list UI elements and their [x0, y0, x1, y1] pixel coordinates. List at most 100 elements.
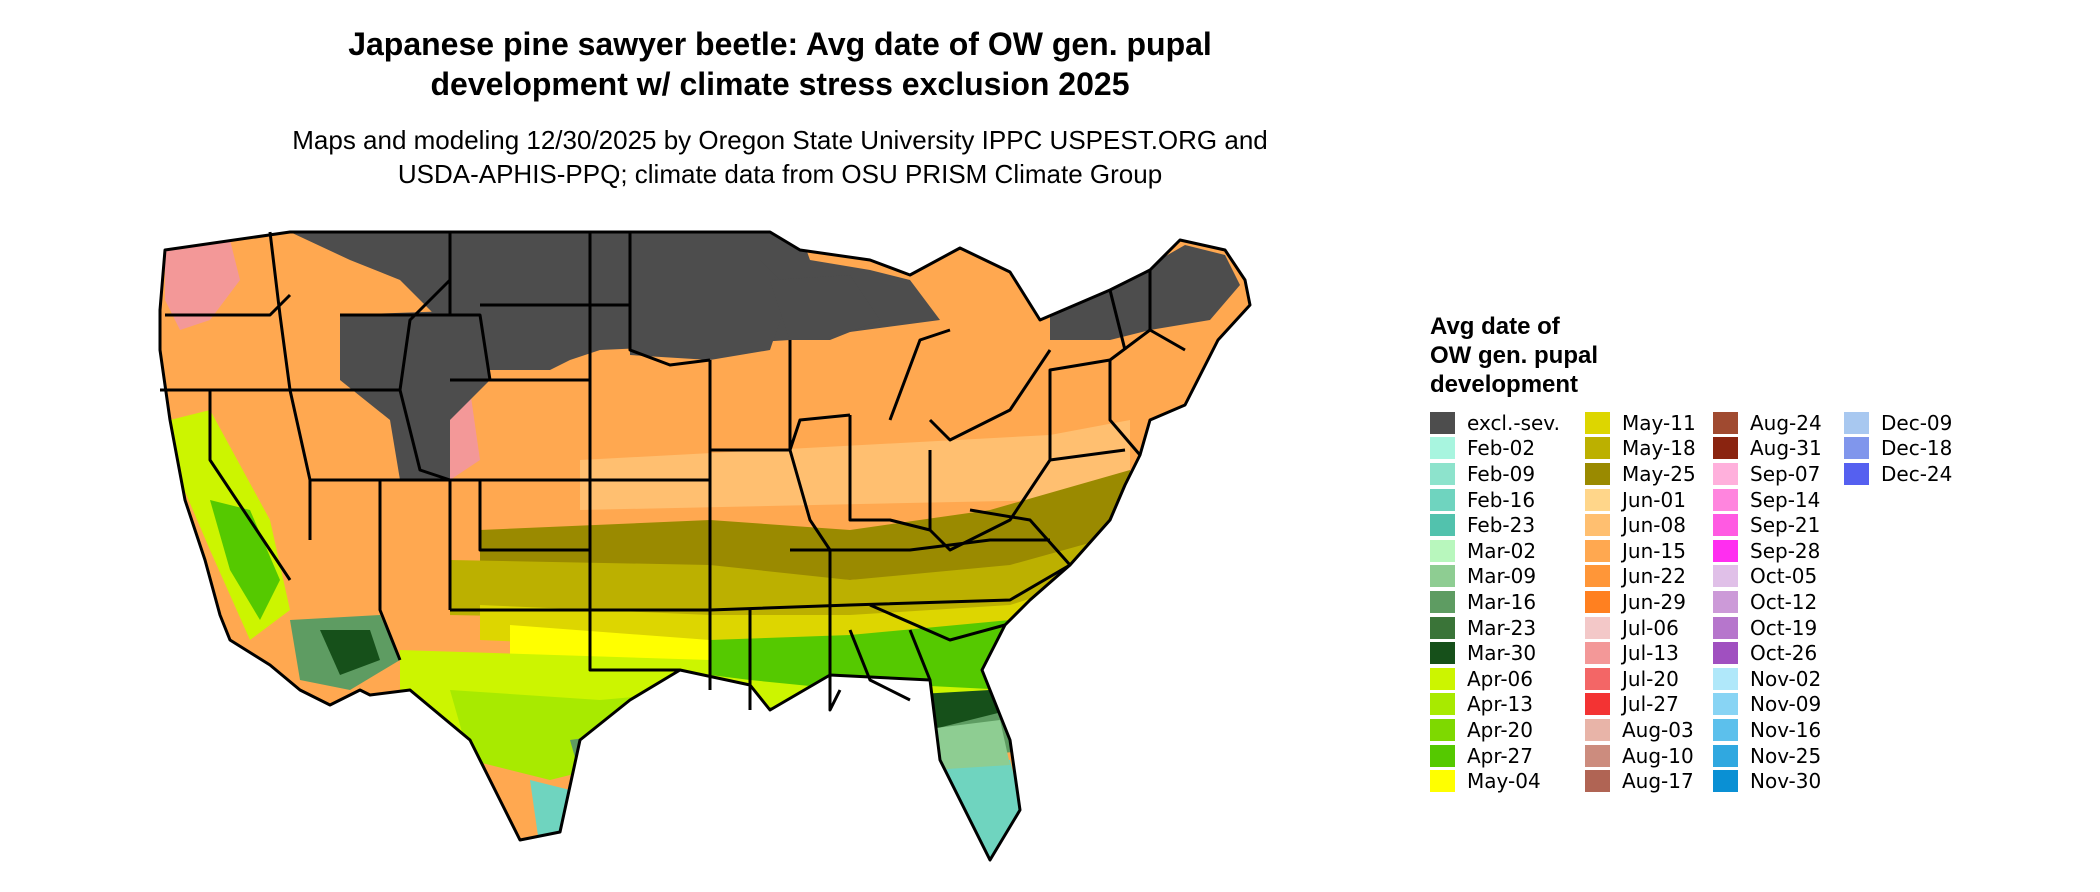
legend-title-line2: OW gen. pupal — [1430, 342, 1598, 369]
chart-subtitle-line2: USDA-APHIS-PPQ; climate data from OSU PR… — [397, 159, 1163, 189]
zone-arizona-mar30 — [320, 630, 380, 675]
legend-swatch — [1430, 437, 1455, 460]
legend-swatch — [1713, 462, 1738, 485]
us-phenology-map — [158, 230, 1252, 862]
legend-item: excl.-sev. — [1430, 410, 1560, 436]
legend-label: Oct-05 — [1750, 564, 1818, 589]
state-borders — [158, 230, 1252, 862]
legend-label: Aug-03 — [1622, 717, 1694, 742]
legend-swatch — [1585, 667, 1610, 690]
legend-swatch — [1430, 642, 1455, 665]
legend-swatch — [1585, 488, 1610, 511]
legend-swatch — [1430, 539, 1455, 562]
zone-excluded-minnesota — [630, 260, 790, 360]
legend-column-2: May-11 May-18 May-25 Jun-01 Jun-08 Jun-15 Jun-… — [1585, 410, 1696, 794]
legend-item: Mar-30 — [1430, 640, 1560, 666]
legend-swatch — [1713, 718, 1738, 741]
legend-label: Nov-25 — [1750, 743, 1822, 768]
legend-item: Jun-08 — [1585, 512, 1696, 538]
legend-label: Jul-20 — [1622, 666, 1679, 691]
legend-label: Jun-01 — [1622, 487, 1686, 512]
legend-swatch — [1430, 488, 1455, 511]
legend-swatch — [1585, 514, 1610, 537]
legend-swatch — [1585, 693, 1610, 716]
legend-item: Dec-24 — [1844, 461, 1952, 487]
legend-label: May-25 — [1622, 461, 1696, 486]
legend-label: excl.-sev. — [1467, 410, 1560, 435]
legend-item: May-04 — [1430, 768, 1560, 794]
legend-item: Jul-06 — [1585, 615, 1696, 641]
legend-swatch — [1713, 667, 1738, 690]
legend-item: Sep-07 — [1713, 461, 1822, 487]
legend-column-3: Aug-24 Aug-31 Sep-07 Sep-14 Sep-21 Sep-28 Oct-… — [1713, 410, 1822, 794]
legend-item: Sep-21 — [1713, 512, 1822, 538]
legend-label: Apr-27 — [1467, 743, 1533, 768]
legend-label: Nov-09 — [1750, 692, 1822, 717]
legend-item: Apr-13 — [1430, 692, 1560, 718]
chart-subtitle-line1: Maps and modeling 12/30/2025 by Oregon S… — [292, 125, 1268, 155]
zone-california-apr27 — [210, 500, 280, 620]
legend-label: Aug-31 — [1750, 436, 1822, 461]
legend-item: Oct-26 — [1713, 640, 1822, 666]
legend-item: Jun-01 — [1585, 487, 1696, 513]
legend-swatch — [1430, 514, 1455, 537]
legend-swatch — [1844, 437, 1869, 460]
legend-item: Nov-09 — [1713, 692, 1822, 718]
legend-label: Jun-29 — [1622, 589, 1686, 614]
legend-swatch — [1585, 437, 1610, 460]
legend-swatch — [1844, 411, 1869, 434]
legend-label: Apr-13 — [1467, 692, 1533, 717]
legend-swatch — [1713, 770, 1738, 793]
legend-item: Feb-02 — [1430, 436, 1560, 462]
legend-label: Jul-06 — [1622, 615, 1679, 640]
legend-item: Jun-29 — [1585, 589, 1696, 615]
legend-item: Jul-13 — [1585, 640, 1696, 666]
legend-item: Nov-16 — [1713, 717, 1822, 743]
legend-item: Feb-09 — [1430, 461, 1560, 487]
legend-item: Sep-14 — [1713, 487, 1822, 513]
legend-title: Avg date of OW gen. pupal development — [1430, 312, 1690, 399]
legend-item: Dec-18 — [1844, 436, 1952, 462]
legend-swatch — [1713, 411, 1738, 434]
legend-item: Oct-19 — [1713, 615, 1822, 641]
legend-swatch — [1430, 590, 1455, 613]
legend-swatch — [1430, 718, 1455, 741]
legend-swatch — [1713, 437, 1738, 460]
legend-swatch — [1430, 744, 1455, 767]
legend-swatch — [1430, 693, 1455, 716]
legend-item: Sep-28 — [1713, 538, 1822, 564]
zone-pink-northwest — [165, 240, 240, 330]
legend-swatch — [1585, 616, 1610, 639]
legend-item: Aug-10 — [1585, 743, 1696, 769]
legend-label: Sep-14 — [1750, 487, 1821, 512]
legend-swatch — [1430, 667, 1455, 690]
zone-may18 — [450, 540, 1100, 620]
legend-item: Nov-30 — [1713, 768, 1822, 794]
legend-label: Oct-19 — [1750, 615, 1818, 640]
legend-item: Dec-09 — [1844, 410, 1952, 436]
legend-item: Jun-15 — [1585, 538, 1696, 564]
legend-label: Jun-22 — [1622, 564, 1686, 589]
legend-item: Mar-16 — [1430, 589, 1560, 615]
legend-label: May-04 — [1467, 769, 1541, 794]
legend-swatch — [1585, 744, 1610, 767]
zone-june-light — [580, 420, 1130, 510]
legend-item: Mar-02 — [1430, 538, 1560, 564]
legend-column-4: Dec-09 Dec-18 Dec-24 — [1844, 410, 1952, 487]
legend-swatch — [1430, 462, 1455, 485]
legend-swatch — [1713, 642, 1738, 665]
zone-mar09-florida — [920, 720, 1010, 770]
legend-swatch — [1585, 539, 1610, 562]
legend-swatch — [1585, 718, 1610, 741]
legend-label: Aug-24 — [1750, 410, 1822, 435]
legend-label: Sep-07 — [1750, 461, 1821, 486]
legend-item: Apr-06 — [1430, 666, 1560, 692]
chart-title-line1: Japanese pine sawyer beetle: Avg date of… — [348, 26, 1212, 62]
legend-label: Sep-28 — [1750, 538, 1821, 563]
legend-label: Dec-24 — [1881, 461, 1953, 486]
legend-label: Aug-10 — [1622, 743, 1694, 768]
legend-item: Feb-23 — [1430, 512, 1560, 538]
legend-item: Nov-02 — [1713, 666, 1822, 692]
legend-item: May-18 — [1585, 436, 1696, 462]
legend-swatch — [1713, 693, 1738, 716]
